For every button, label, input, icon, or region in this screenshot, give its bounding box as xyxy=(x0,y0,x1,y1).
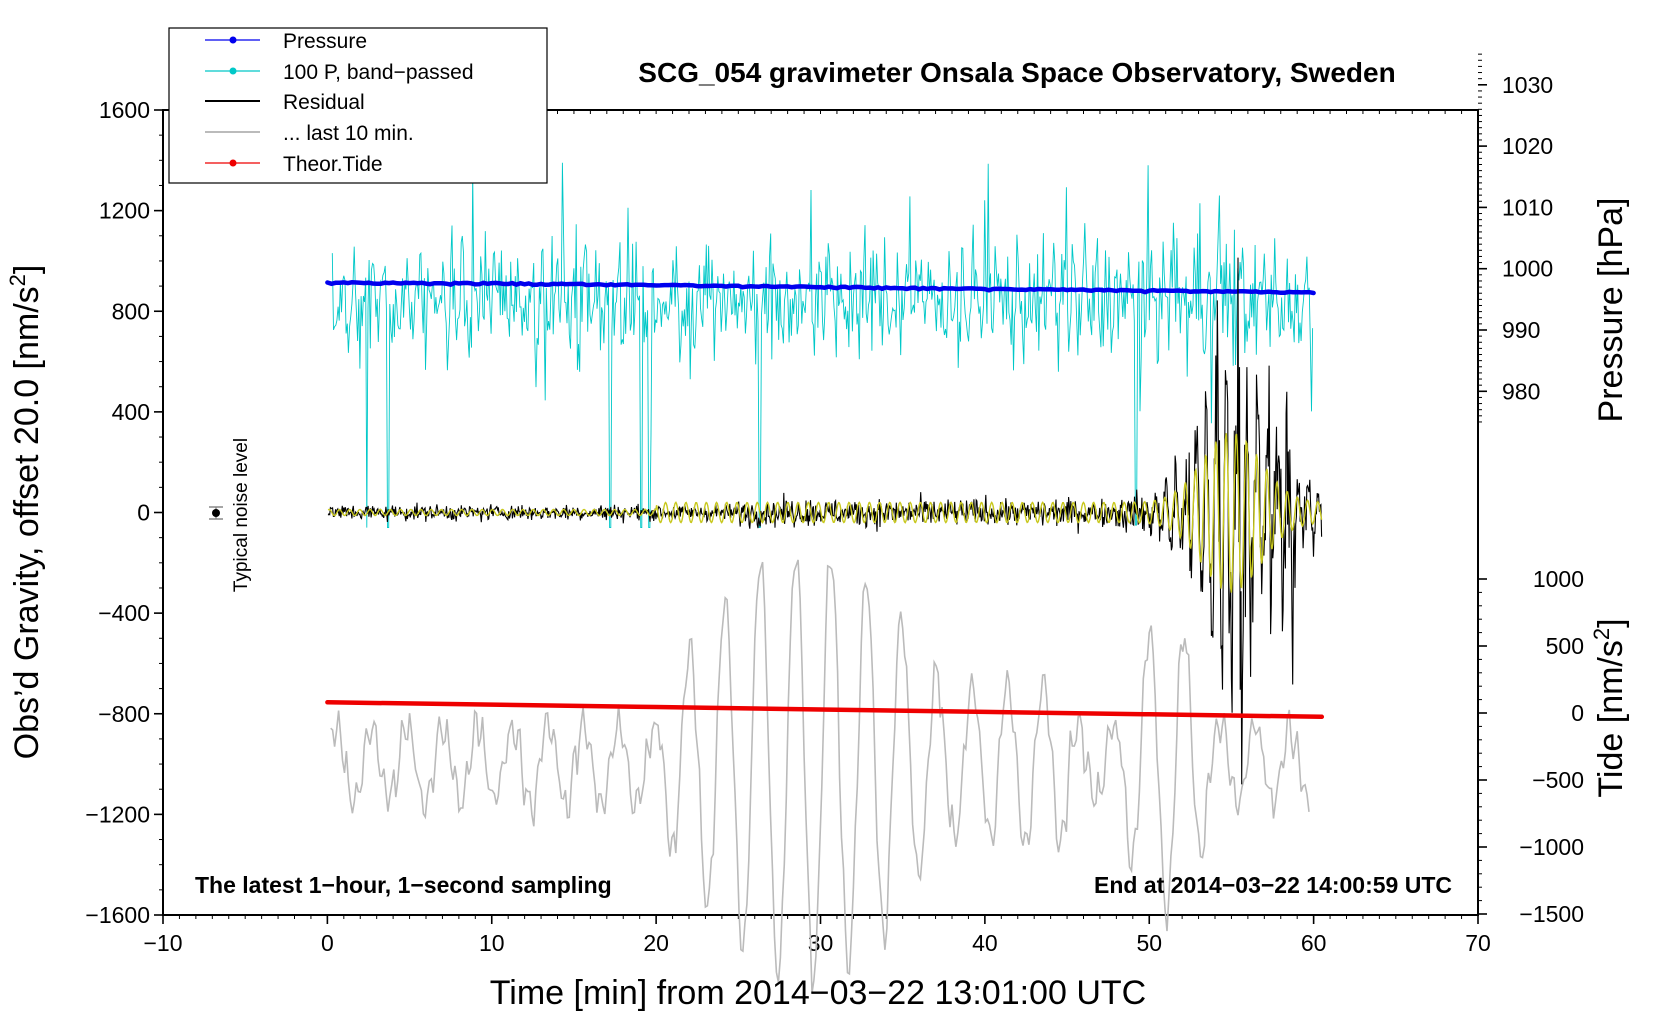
legend: Pressure 100 P, band−passed Residual ...… xyxy=(168,27,548,184)
legend-last10-label: ... last 10 min. xyxy=(283,122,414,145)
legend-bandpassed: 100 P, band−passed xyxy=(205,61,474,84)
y-tick-label: 800 xyxy=(112,298,150,324)
pressure-tick-label: 1030 xyxy=(1502,72,1553,98)
chart-title: SCG_054 gravimeter Onsala Space Observat… xyxy=(638,57,1395,88)
noise-level-dot xyxy=(212,509,220,517)
x-tick-label: 60 xyxy=(1301,930,1327,956)
series-last-10-min xyxy=(330,559,1310,994)
y-tick-label: −1200 xyxy=(85,801,150,827)
tide-tick-label: 500 xyxy=(1546,633,1584,659)
pressure-tick-label: 1010 xyxy=(1502,194,1553,220)
x-axis-label: Time [min] from 2014−03−22 13:01:00 UTC xyxy=(490,974,1146,1012)
tide-tick-label: −1500 xyxy=(1519,901,1584,927)
noise-level-indicator xyxy=(209,506,223,520)
tide-tick-label: −1000 xyxy=(1519,834,1584,860)
x-tick-label: −10 xyxy=(143,930,182,956)
legend-last10: ... last 10 min. xyxy=(205,122,414,145)
y-axis-label-gravity: Obs’d Gravity, offset 20.0 [nm/s2] xyxy=(5,265,46,760)
y-tick-label: −1600 xyxy=(85,902,150,928)
y-tick-label: −800 xyxy=(98,701,150,727)
x-tick-label: 30 xyxy=(808,930,834,956)
legend-residual-label: Residual xyxy=(283,91,365,114)
y-tick-label: 0 xyxy=(137,500,150,526)
pressure-tick-label: 1000 xyxy=(1502,256,1553,282)
x-tick-label: 10 xyxy=(479,930,505,956)
x-tick-label: 20 xyxy=(643,930,669,956)
legend-pressure: Pressure xyxy=(205,30,367,53)
pressure-tick-label: 1020 xyxy=(1502,133,1553,159)
legend-tide: Theor.Tide xyxy=(205,153,383,176)
y-tick-label: −400 xyxy=(98,600,150,626)
tide-tick-label: 0 xyxy=(1571,700,1584,726)
y-tick-label: 400 xyxy=(112,399,150,425)
pressure-tick-label: 980 xyxy=(1502,378,1540,404)
y-axis-label-pressure: Pressure [hPa] xyxy=(1592,198,1630,423)
legend-residual: Residual xyxy=(205,91,365,114)
tide-tick-label: −500 xyxy=(1532,767,1584,793)
x-tick-label: 0 xyxy=(321,930,334,956)
pressure-tick-label: 990 xyxy=(1502,317,1540,343)
annotation-end-time: End at 2014−03−22 14:00:59 UTC xyxy=(1094,872,1452,898)
y-axis-label-tide: Tide [nm/s2] xyxy=(1589,618,1630,797)
series-band-passed xyxy=(331,162,1314,529)
data-series xyxy=(325,162,1325,994)
noise-level-label: Typical noise level xyxy=(231,438,252,592)
y-tick-label: 1600 xyxy=(99,97,150,123)
x-tick-label: 40 xyxy=(972,930,998,956)
axis-ticks: −10 0 10 20 30 40 50 60 70−1600−1200−800−4000400… xyxy=(85,53,1584,956)
series-pressure xyxy=(325,280,1316,296)
legend-box xyxy=(168,27,548,184)
series-theoretical-tide xyxy=(325,700,1325,720)
legend-pressure-label: Pressure xyxy=(283,30,367,53)
y-tick-label: 1200 xyxy=(99,198,150,224)
legend-tide-label: Theor.Tide xyxy=(283,153,383,176)
series-residual-filtered xyxy=(327,433,1323,593)
x-tick-label: 70 xyxy=(1465,930,1491,956)
legend-bandpassed-label: 100 P, band−passed xyxy=(283,61,474,84)
annotation-sampling: The latest 1−hour, 1−second sampling xyxy=(195,872,612,898)
tide-tick-label: 1000 xyxy=(1533,566,1584,592)
x-tick-label: 50 xyxy=(1136,930,1162,956)
